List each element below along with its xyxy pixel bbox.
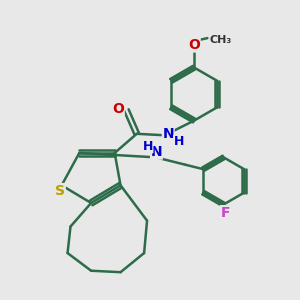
- Text: O: O: [112, 102, 124, 116]
- Text: O: O: [188, 38, 200, 52]
- Text: N: N: [151, 145, 162, 159]
- Text: N: N: [162, 127, 174, 141]
- Text: S: S: [55, 184, 65, 198]
- Text: F: F: [220, 206, 230, 220]
- Text: H: H: [174, 135, 184, 148]
- Text: H: H: [142, 140, 153, 153]
- Text: CH₃: CH₃: [209, 35, 232, 45]
